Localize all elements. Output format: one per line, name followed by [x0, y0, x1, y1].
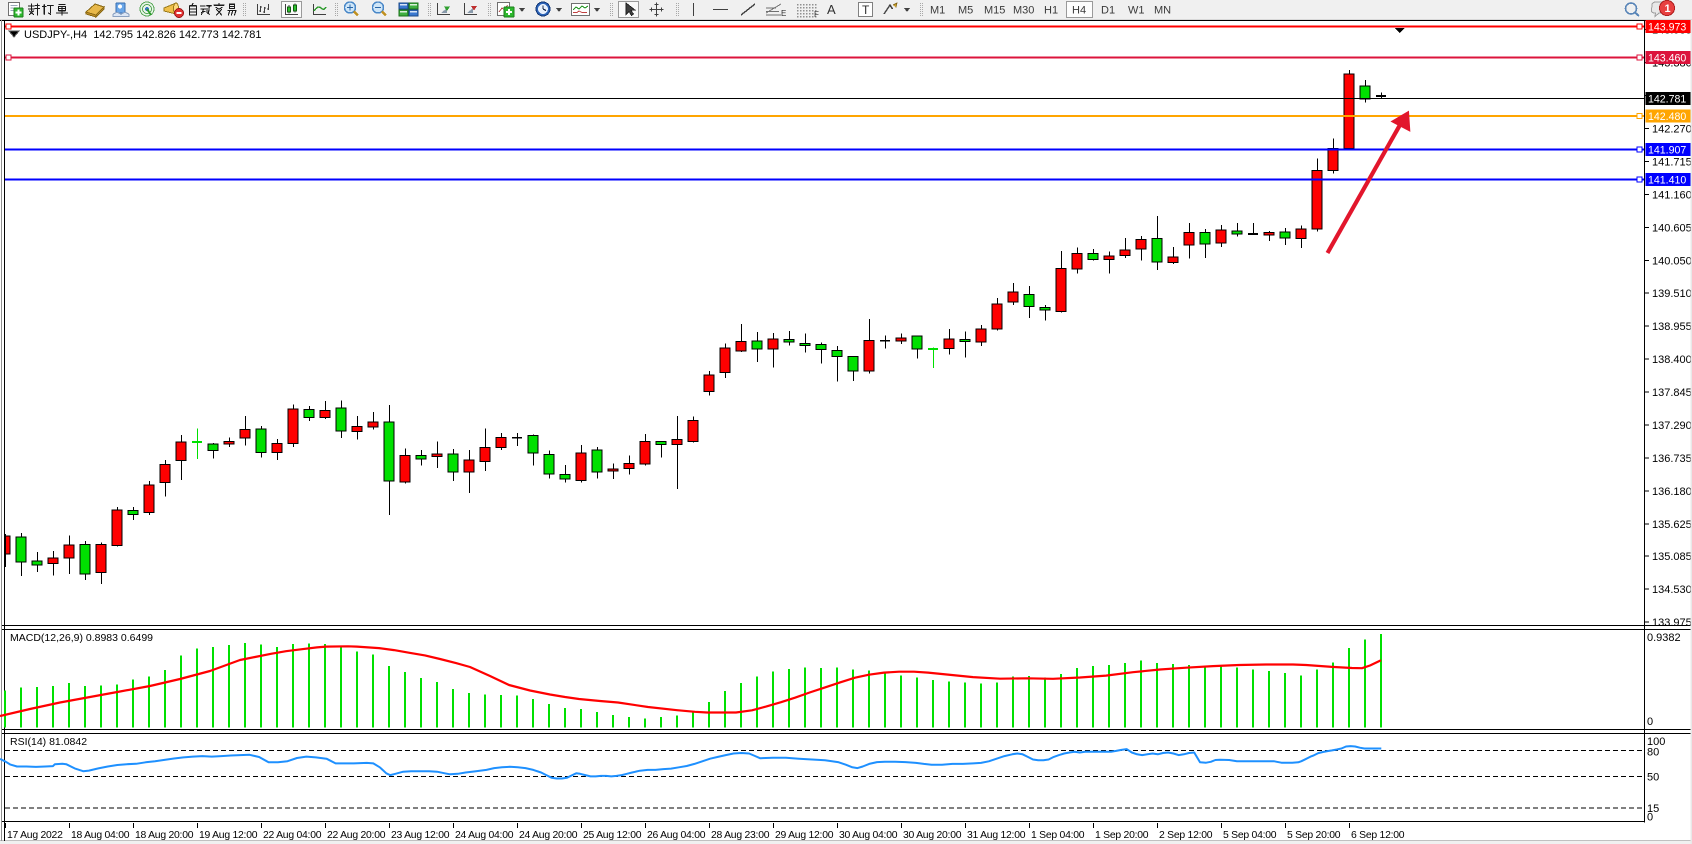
svg-text:50: 50 — [1647, 772, 1659, 784]
svg-text:0.9382: 0.9382 — [1647, 632, 1681, 644]
svg-text:18 Aug 20:00: 18 Aug 20:00 — [135, 830, 194, 841]
svg-text:E: E — [781, 9, 786, 18]
svg-text:0: 0 — [1647, 811, 1653, 823]
svg-text:135.085: 135.085 — [1652, 551, 1692, 563]
svg-text:80: 80 — [1647, 747, 1659, 759]
svg-text:M5: M5 — [958, 5, 973, 17]
svg-text:137.845: 137.845 — [1652, 387, 1692, 399]
svg-text:1 Sep 04:00: 1 Sep 04:00 — [1031, 830, 1085, 841]
svg-text:136.735: 136.735 — [1652, 453, 1692, 465]
svg-text:139.510: 139.510 — [1652, 288, 1692, 300]
svg-text:2 Sep 12:00: 2 Sep 12:00 — [1159, 830, 1213, 841]
svg-text:18 Aug 04:00: 18 Aug 04:00 — [71, 830, 130, 841]
svg-text:M15: M15 — [984, 5, 1005, 17]
svg-text:17 Aug 2022: 17 Aug 2022 — [7, 830, 63, 841]
svg-text:USDJPY-,H4 142.795 142.826 14: USDJPY-,H4 142.795 142.826 142.773 142.7… — [24, 29, 262, 41]
svg-text:0: 0 — [1647, 716, 1653, 728]
svg-text:133.975: 133.975 — [1652, 617, 1692, 629]
svg-text:142.270: 142.270 — [1652, 124, 1692, 136]
svg-text:29 Aug 12:00: 29 Aug 12:00 — [775, 830, 834, 841]
svg-text:5 Sep 20:00: 5 Sep 20:00 — [1287, 830, 1341, 841]
svg-text:RSI(14) 81.0842: RSI(14) 81.0842 — [10, 736, 87, 748]
svg-text:138.955: 138.955 — [1652, 321, 1692, 333]
svg-text:MN: MN — [1154, 5, 1171, 17]
svg-text:143.973: 143.973 — [1648, 22, 1686, 34]
svg-text:138.400: 138.400 — [1652, 354, 1692, 366]
svg-text:137.290: 137.290 — [1652, 420, 1692, 432]
svg-text:M1: M1 — [930, 5, 945, 17]
svg-text:22 Aug 20:00: 22 Aug 20:00 — [327, 830, 386, 841]
svg-text:W1: W1 — [1128, 5, 1145, 17]
svg-text:141.907: 141.907 — [1648, 145, 1686, 157]
svg-text:19 Aug 12:00: 19 Aug 12:00 — [199, 830, 258, 841]
svg-text:136.180: 136.180 — [1652, 486, 1692, 498]
svg-text:1: 1 — [1665, 3, 1671, 15]
svg-text:30 Aug 20:00: 30 Aug 20:00 — [903, 830, 962, 841]
svg-text:D1: D1 — [1101, 5, 1115, 17]
svg-text:22 Aug 04:00: 22 Aug 04:00 — [263, 830, 322, 841]
svg-text:143.460: 143.460 — [1648, 53, 1686, 65]
svg-text:142.480: 142.480 — [1648, 111, 1686, 123]
svg-text:100: 100 — [1647, 736, 1665, 748]
svg-text:142.781: 142.781 — [1648, 94, 1686, 106]
svg-text:24 Aug 04:00: 24 Aug 04:00 — [455, 830, 514, 841]
svg-text:5 Sep 04:00: 5 Sep 04:00 — [1223, 830, 1277, 841]
svg-text:H1: H1 — [1044, 5, 1058, 17]
svg-text:24 Aug 20:00: 24 Aug 20:00 — [519, 830, 578, 841]
svg-text:M30: M30 — [1013, 5, 1034, 17]
svg-text:141.715: 141.715 — [1652, 157, 1692, 169]
svg-text:1 Sep 20:00: 1 Sep 20:00 — [1095, 830, 1149, 841]
svg-text:A: A — [827, 2, 836, 17]
svg-text:26 Aug 04:00: 26 Aug 04:00 — [647, 830, 706, 841]
svg-text:30 Aug 04:00: 30 Aug 04:00 — [839, 830, 898, 841]
svg-text:28 Aug 23:00: 28 Aug 23:00 — [711, 830, 770, 841]
svg-text:140.605: 140.605 — [1652, 223, 1692, 235]
svg-text:134.530: 134.530 — [1652, 584, 1692, 596]
svg-text:23 Aug 12:00: 23 Aug 12:00 — [391, 830, 450, 841]
svg-text:140.050: 140.050 — [1652, 256, 1692, 268]
svg-text:135.625: 135.625 — [1652, 519, 1692, 531]
svg-text:141.160: 141.160 — [1652, 190, 1692, 202]
svg-text:25 Aug 12:00: 25 Aug 12:00 — [583, 830, 642, 841]
svg-text:15: 15 — [1647, 803, 1659, 815]
svg-text:141.410: 141.410 — [1648, 175, 1686, 187]
svg-text:31 Aug 12:00: 31 Aug 12:00 — [967, 830, 1026, 841]
svg-text:6 Sep 12:00: 6 Sep 12:00 — [1351, 830, 1405, 841]
svg-text:MACD(12,26,9) 0.8983 0.6499: MACD(12,26,9) 0.8983 0.6499 — [10, 632, 153, 644]
svg-text:F: F — [814, 10, 819, 19]
svg-text:H4: H4 — [1072, 5, 1086, 17]
svg-text:T: T — [862, 3, 870, 17]
